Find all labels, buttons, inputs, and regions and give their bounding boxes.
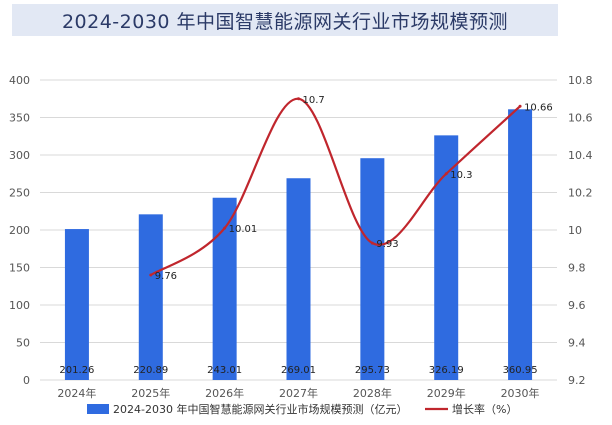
y-tick-label: 200	[9, 224, 30, 237]
y-tick-label: 0	[23, 374, 30, 387]
bar-value-label: 295.73	[355, 365, 390, 376]
legend-bar-swatch	[87, 404, 109, 414]
chart-title: 2024-2030 年中国智慧能源网关行业市场规模预测	[61, 10, 509, 33]
x-tick-label: 2029年	[427, 386, 466, 400]
y-tick-label: 250	[9, 187, 30, 200]
growth-rate-label: 10.01	[229, 224, 258, 235]
y-tick-label: 350	[9, 112, 30, 125]
bar-value-label: 243.01	[207, 365, 242, 376]
bar	[64, 229, 89, 380]
y2-tick-label: 9.6	[568, 299, 586, 312]
growth-rate-point	[149, 273, 153, 277]
x-tick-label: 2028年	[353, 386, 392, 400]
y-tick-label: 400	[9, 74, 30, 87]
x-tick-label: 2027年	[279, 386, 318, 400]
x-tick-label: 2030年	[501, 386, 540, 400]
growth-rate-label: 10.7	[303, 95, 325, 106]
y2-tick-label: 9.2	[568, 374, 586, 387]
y2-tick-label: 10	[568, 224, 582, 237]
growth-rate-line	[150, 97, 521, 276]
bar	[286, 178, 311, 380]
growth-rate-point	[444, 172, 448, 176]
legend-line-label: 增长率（%）	[452, 402, 517, 416]
growth-rate-point	[297, 97, 300, 101]
bar-value-label: 220.89	[133, 365, 168, 376]
y2-tick-label: 10.8	[568, 74, 593, 87]
y2-tick-label: 10.4	[568, 149, 593, 162]
growth-rate-label: 10.3	[450, 170, 472, 181]
chart-title-bar: 2024-2030 年中国智慧能源网关行业市场规模预测	[12, 4, 558, 36]
growth-rate-point	[223, 226, 227, 230]
growth-rate-point	[518, 104, 522, 108]
y2-tick-label: 10.6	[568, 112, 593, 125]
growth-rate-label: 10.66	[524, 102, 553, 113]
bar	[508, 109, 533, 380]
bar-value-label: 326.19	[429, 365, 464, 376]
bar-value-label: 201.26	[59, 365, 94, 376]
y-tick-label: 50	[16, 337, 30, 350]
growth-rate-label: 9.76	[155, 271, 177, 282]
x-tick-label: 2026年	[205, 386, 244, 400]
bar	[138, 214, 163, 380]
y-tick-label: 100	[9, 299, 30, 312]
bar-value-label: 360.95	[503, 365, 538, 376]
x-tick-label: 2025年	[131, 386, 170, 400]
y2-tick-label: 10.2	[568, 187, 593, 200]
growth-rate-label: 9.93	[376, 239, 398, 250]
bar	[434, 135, 459, 380]
x-tick-label: 2024年	[57, 386, 96, 400]
growth-rate-point	[370, 241, 374, 245]
legend-bar-label: 2024-2030 年中国智慧能源网关行业市场规模预测（亿元）	[113, 402, 407, 416]
y-tick-label: 300	[9, 149, 30, 162]
y2-tick-label: 9.4	[568, 337, 586, 350]
bar-value-label: 269.01	[281, 365, 316, 376]
bar	[360, 158, 385, 380]
y-tick-label: 150	[9, 262, 30, 275]
y2-tick-label: 9.8	[568, 262, 586, 275]
